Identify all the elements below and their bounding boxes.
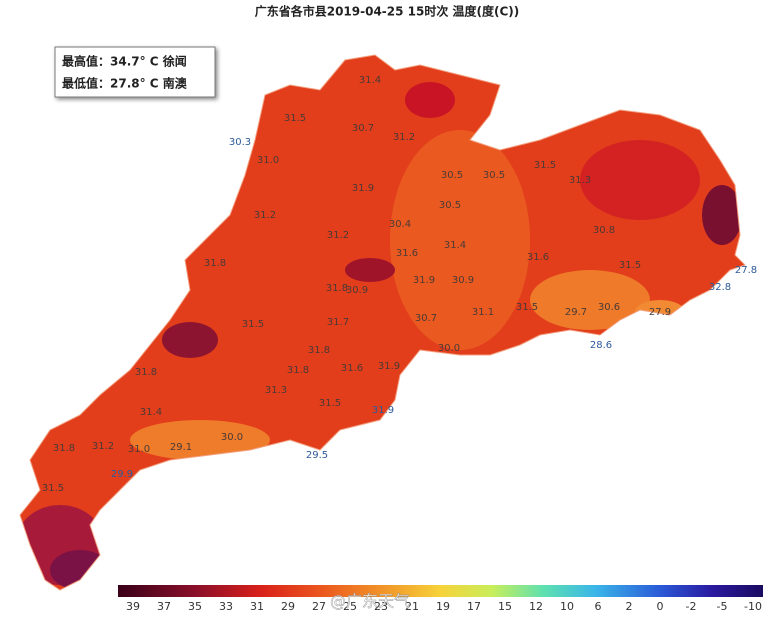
station-value: 30.9 bbox=[346, 285, 368, 296]
station-value: 31.4 bbox=[359, 75, 381, 86]
info-box: 最高值：34.7° C 徐闻 最低值：27.8° C 南澳 bbox=[54, 46, 216, 98]
legend-label: 2 bbox=[626, 600, 633, 613]
legend-label: 19 bbox=[436, 600, 450, 613]
legend-label: 12 bbox=[529, 600, 543, 613]
station-value: 31.4 bbox=[140, 407, 162, 418]
legend-label: 39 bbox=[126, 600, 140, 613]
legend-bar bbox=[118, 585, 763, 597]
station-value: 31.5 bbox=[619, 260, 641, 271]
station-value: 29.7 bbox=[565, 307, 587, 318]
station-value: 31.2 bbox=[254, 210, 276, 221]
station-value: 31.8 bbox=[326, 283, 348, 294]
station-value: 30.5 bbox=[441, 170, 463, 181]
legend-label: 10 bbox=[560, 600, 574, 613]
legend-label: -10 bbox=[744, 600, 762, 613]
station-value: 27.9 bbox=[649, 307, 671, 318]
station-value: 30.0 bbox=[221, 432, 243, 443]
station-value: 30.8 bbox=[593, 225, 615, 236]
station-value: 31.6 bbox=[527, 252, 549, 263]
legend-label: 25 bbox=[343, 600, 357, 613]
station-value: 30.4 bbox=[389, 219, 411, 230]
legend-label: 29 bbox=[281, 600, 295, 613]
station-value: 31.8 bbox=[53, 443, 75, 454]
legend-label: 31 bbox=[250, 600, 264, 613]
station-value: 31.3 bbox=[265, 385, 287, 396]
station-value: 29.9 bbox=[111, 469, 133, 480]
station-value: 31.6 bbox=[341, 363, 363, 374]
station-value: 31.8 bbox=[204, 258, 226, 269]
legend-label: 33 bbox=[219, 600, 233, 613]
station-value: 31.6 bbox=[396, 248, 418, 259]
station-value: 30.9 bbox=[452, 275, 474, 286]
legend-label: 15 bbox=[498, 600, 512, 613]
legend-label: 17 bbox=[467, 600, 481, 613]
legend-label: -2 bbox=[686, 600, 697, 613]
station-value: 30.0 bbox=[438, 343, 460, 354]
station-value: 31.0 bbox=[128, 444, 150, 455]
legend-label: 6 bbox=[595, 600, 602, 613]
min-value: 最低值：27.8° C 南澳 bbox=[62, 76, 188, 91]
station-value: 30.5 bbox=[483, 170, 505, 181]
station-value: 31.5 bbox=[319, 398, 341, 409]
legend-label: 35 bbox=[188, 600, 202, 613]
station-value: 31.8 bbox=[308, 345, 330, 356]
station-value: 31.0 bbox=[257, 155, 279, 166]
station-value: 28.6 bbox=[590, 340, 612, 351]
station-value: 31.5 bbox=[516, 302, 538, 313]
station-value: 32.8 bbox=[709, 282, 731, 293]
station-value: 31.8 bbox=[135, 367, 157, 378]
legend-label: 0 bbox=[657, 600, 664, 613]
station-value: 30.7 bbox=[352, 123, 374, 134]
map-title: 广东省各市县2019-04-25 15时次 温度(度(C)) bbox=[255, 4, 520, 19]
station-value: 31.2 bbox=[393, 132, 415, 143]
station-value: 27.8 bbox=[735, 265, 757, 276]
station-value: 29.5 bbox=[306, 450, 328, 461]
station-value: 31.7 bbox=[327, 317, 349, 328]
station-value: 29.1 bbox=[170, 442, 192, 453]
watermark: @广东天气 bbox=[330, 592, 410, 611]
legend-label: 27 bbox=[312, 600, 326, 613]
station-value: 31.1 bbox=[472, 307, 494, 318]
station-value: 30.3 bbox=[229, 137, 251, 148]
legend-label: -5 bbox=[717, 600, 728, 613]
legend-label: 23 bbox=[374, 600, 388, 613]
station-value: 31.5 bbox=[42, 483, 64, 494]
station-value: 31.5 bbox=[534, 160, 556, 171]
legend-label: 37 bbox=[157, 600, 171, 613]
station-value: 30.6 bbox=[598, 302, 620, 313]
station-value: 31.9 bbox=[372, 405, 394, 416]
max-value: 最高值：34.7° C 徐闻 bbox=[62, 54, 187, 69]
station-value: 31.4 bbox=[444, 240, 466, 251]
station-value: 31.8 bbox=[287, 365, 309, 376]
station-value: 31.9 bbox=[378, 361, 400, 372]
station-value: 31.5 bbox=[242, 319, 264, 330]
station-value: 30.7 bbox=[415, 313, 437, 324]
map-labels: 31.4 31.5 30.7 31.2 30.3 31.0 31.9 30.5 30.5 31.5… bbox=[42, 75, 757, 494]
station-value: 31.2 bbox=[327, 230, 349, 241]
station-value: 31.5 bbox=[284, 113, 306, 124]
station-value: 31.9 bbox=[352, 183, 374, 194]
legend-label: 21 bbox=[405, 600, 419, 613]
station-value: 31.3 bbox=[569, 175, 591, 186]
station-value: 30.5 bbox=[439, 200, 461, 211]
station-value: 31.2 bbox=[92, 441, 114, 452]
station-value: 31.9 bbox=[413, 275, 435, 286]
legend-labels: 39 37 35 33 31 29 27 25 23 21 19 17 15 12 10 6 2 0 -2 -5 -10 bbox=[126, 600, 762, 613]
